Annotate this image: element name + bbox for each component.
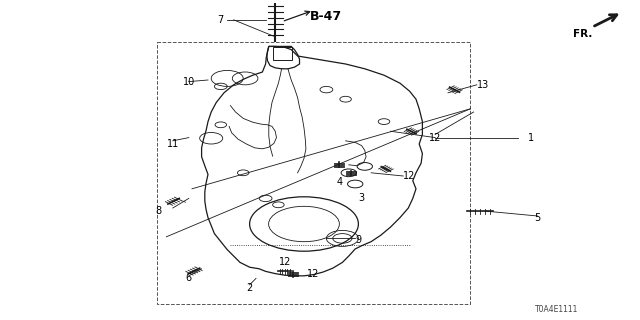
- Text: 4: 4: [336, 177, 342, 188]
- Text: 5: 5: [534, 212, 541, 223]
- Text: 6: 6: [186, 273, 192, 284]
- Text: 8: 8: [156, 206, 162, 216]
- Text: 12: 12: [278, 257, 291, 268]
- Text: 13: 13: [477, 80, 490, 90]
- Text: 10: 10: [182, 76, 195, 87]
- Text: FR.: FR.: [573, 29, 592, 39]
- Text: 12: 12: [307, 268, 320, 279]
- Text: 1: 1: [528, 132, 534, 143]
- Text: 12: 12: [403, 171, 416, 181]
- Text: 2: 2: [246, 283, 253, 293]
- Text: 9: 9: [355, 235, 362, 245]
- Bar: [157, 42, 470, 304]
- Text: B-47: B-47: [310, 10, 342, 22]
- Text: 11: 11: [166, 139, 179, 149]
- Text: 3: 3: [358, 193, 365, 204]
- Text: 7: 7: [218, 15, 224, 25]
- Text: 12: 12: [429, 132, 442, 143]
- Text: T0A4E1111: T0A4E1111: [535, 305, 579, 314]
- Bar: [273, 47, 292, 60]
